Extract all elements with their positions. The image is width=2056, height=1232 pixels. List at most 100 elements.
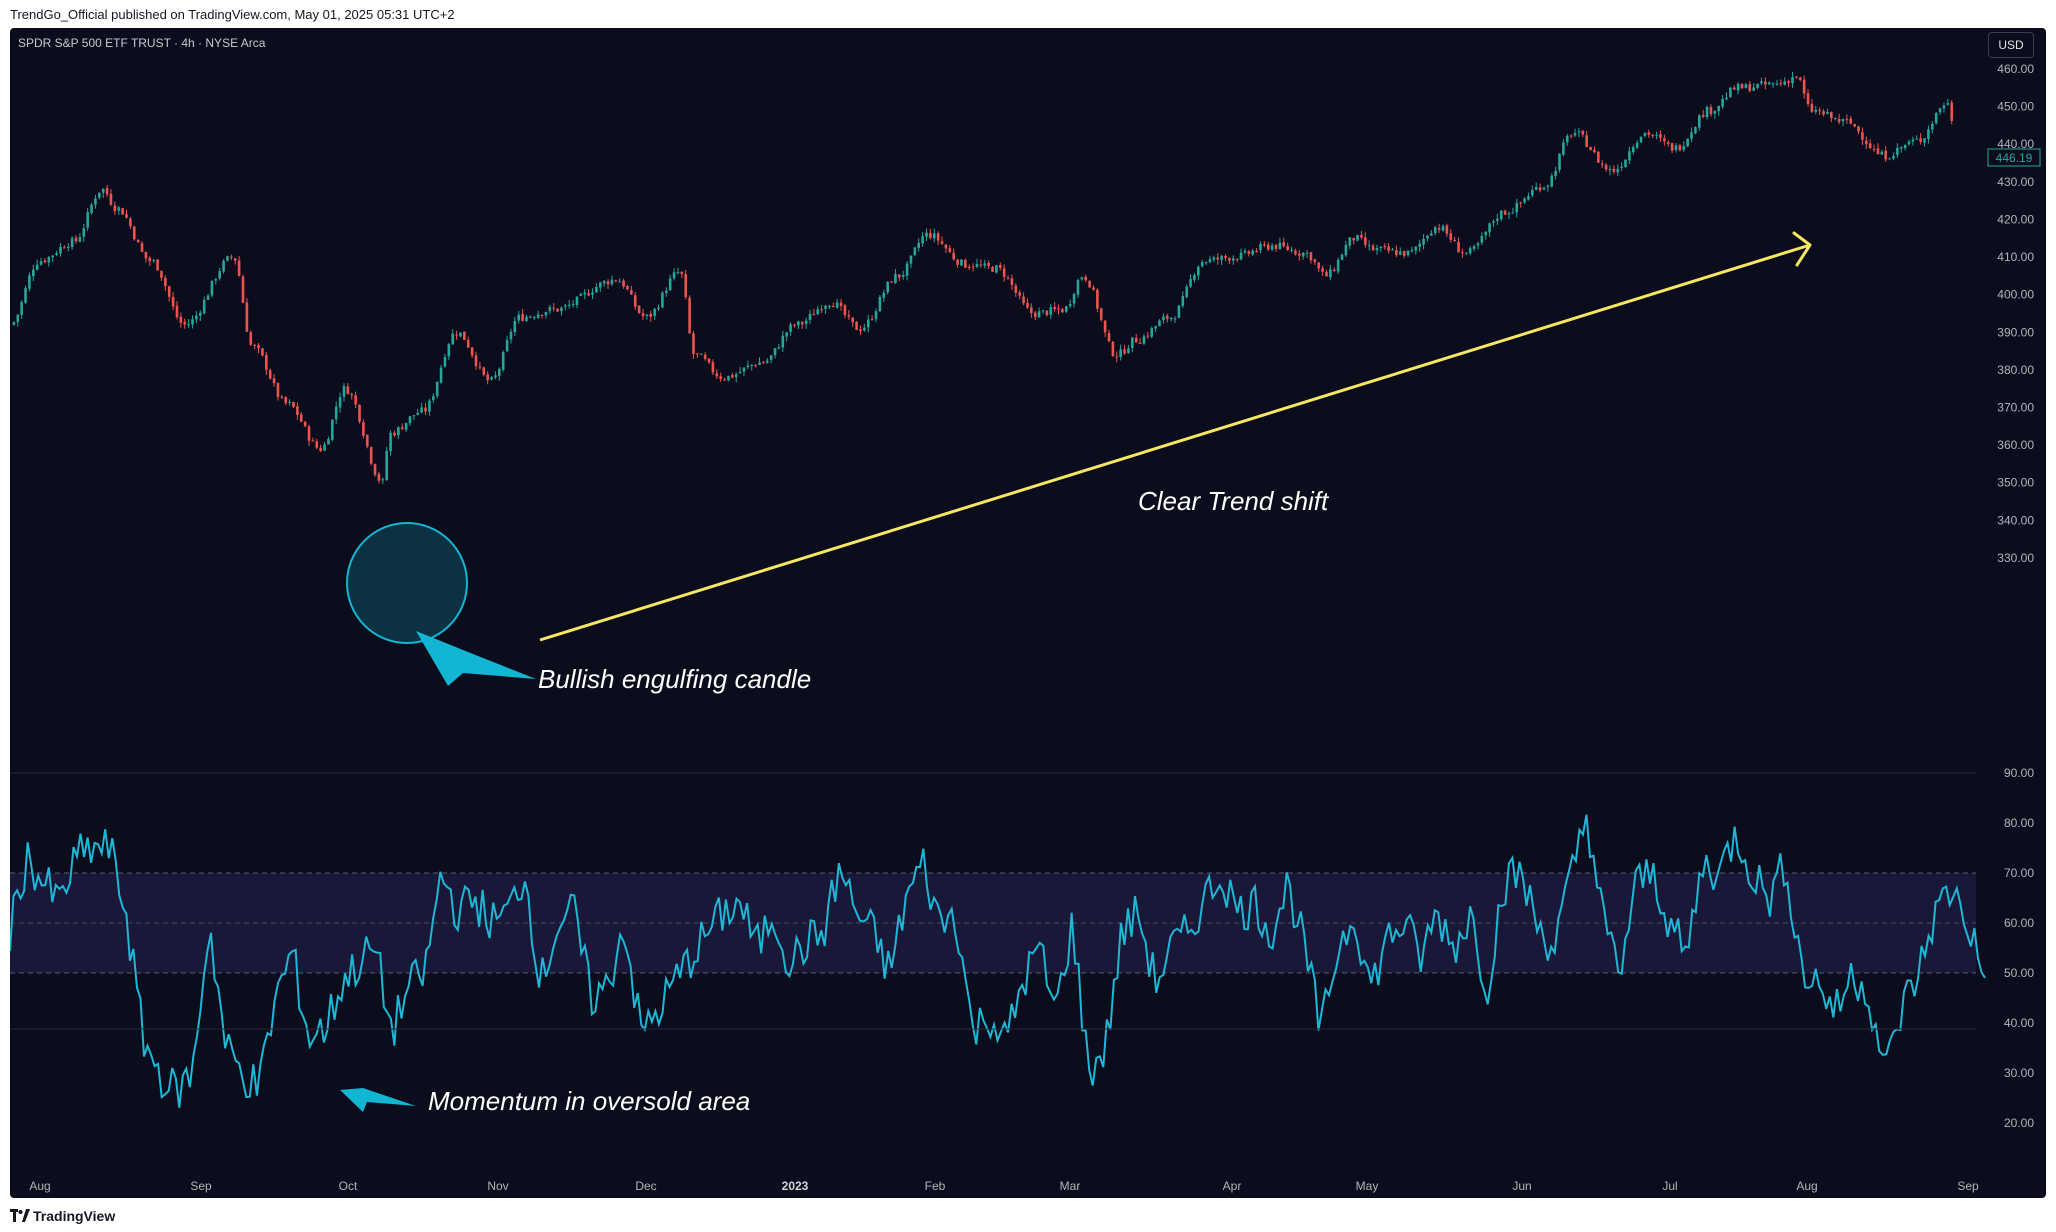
candle [1313, 258, 1317, 266]
candle [1888, 157, 1891, 160]
candle-body [820, 309, 823, 311]
candle [1628, 146, 1631, 165]
candle [719, 372, 722, 382]
candle [117, 206, 121, 215]
candle-body [1864, 140, 1868, 145]
bullish-engulfing-highlight[interactable] [346, 522, 536, 686]
candle-body [672, 272, 676, 279]
candle [1282, 237, 1286, 248]
candle [1923, 138, 1926, 147]
candle-body [338, 397, 342, 408]
candle [1938, 107, 1942, 115]
candle [187, 319, 190, 329]
candle-body [1717, 105, 1721, 112]
chart-canvas[interactable]: 460.00 450.00 440.00 430.00 420.00 410.00 400.… [10, 28, 2046, 1198]
trend-arrow[interactable] [539, 231, 1812, 642]
candle-body [1604, 164, 1608, 170]
currency-button[interactable]: USD [1988, 32, 2034, 58]
candle [575, 296, 579, 309]
candle-body [1600, 163, 1604, 165]
candle-body [1375, 247, 1379, 251]
candle [1224, 254, 1227, 261]
candle-body [1585, 135, 1588, 148]
candle [210, 280, 214, 298]
candle-body [1235, 258, 1239, 260]
candle-body [350, 394, 354, 396]
chart-area[interactable]: 460.00 450.00 440.00 430.00 420.00 410.00 400.… [10, 28, 2046, 1198]
candle-body [1694, 127, 1697, 134]
candle-body [998, 264, 1002, 268]
candle [160, 270, 163, 281]
candle [435, 381, 439, 399]
candle [206, 293, 210, 301]
candle-body [1142, 336, 1146, 344]
candle-body [556, 308, 559, 312]
candle-body [1888, 158, 1891, 160]
candle-body [136, 239, 140, 243]
candle-body [1923, 138, 1926, 143]
price-axis[interactable]: 460.00 450.00 440.00 430.00 420.00 410.00 400.… [1997, 62, 2034, 565]
candle-body [665, 290, 668, 294]
candle-body [261, 348, 264, 356]
candle [1014, 283, 1018, 297]
candle [979, 259, 983, 268]
candle-body [1445, 225, 1449, 234]
candle-body [991, 266, 994, 272]
candle [1822, 109, 1825, 117]
candle [1266, 241, 1270, 252]
candle-body [1628, 151, 1631, 161]
candle [1457, 237, 1460, 253]
candle-body [1096, 289, 1099, 309]
candle [1682, 141, 1686, 152]
candle [1666, 140, 1670, 147]
candle-body [1907, 141, 1911, 145]
candle [1872, 144, 1876, 153]
candle-body [1352, 237, 1355, 241]
candle [1294, 248, 1297, 256]
candle-body [913, 247, 917, 256]
candle-body [1798, 77, 1802, 80]
candle [1216, 253, 1220, 265]
candle [1492, 219, 1495, 227]
rsi-axis[interactable]: 90.00 80.00 70.00 60.00 50.00 40.00 30.00 20.00 [2004, 766, 2034, 1130]
candle [1352, 237, 1355, 245]
candle [171, 292, 175, 311]
highlight-circle [346, 522, 468, 644]
candle [494, 371, 497, 380]
candle-body [641, 313, 645, 317]
candle [1061, 307, 1064, 313]
candle [1651, 134, 1655, 139]
price-pane[interactable]: 460.00 450.00 440.00 430.00 420.00 410.00 400.… [12, 62, 2041, 565]
candle-body [32, 269, 35, 277]
candle [769, 354, 773, 364]
candle [1103, 320, 1107, 337]
candle-body [311, 440, 315, 442]
candle-body [241, 276, 245, 303]
candle-body [598, 282, 602, 288]
candle-body [1263, 244, 1266, 246]
candle-body [1426, 235, 1429, 239]
candle [1068, 299, 1072, 309]
candle [929, 228, 932, 240]
rsi-pane[interactable]: 90.00 80.00 70.00 60.00 50.00 40.00 30.00 20.00 [10, 766, 2034, 1130]
candle-body [738, 371, 742, 374]
candle [1795, 76, 1798, 79]
candle-body [505, 339, 509, 352]
candle [1787, 79, 1790, 88]
candle-body [342, 386, 346, 397]
candle [1119, 344, 1122, 361]
candle-body [1127, 348, 1130, 354]
candle-body [587, 293, 590, 296]
candle [606, 279, 610, 289]
candle-body [1030, 307, 1033, 314]
candle [1802, 75, 1806, 99]
candle [257, 342, 260, 354]
candle-body [373, 464, 377, 475]
candle [839, 298, 843, 311]
candle [1647, 129, 1651, 138]
candle-body [1880, 151, 1884, 155]
time-axis[interactable]: Aug Sep Oct Nov Dec 2023 Feb Mar Apr May Jun Jul Aug… [29, 1179, 1979, 1193]
candle [1915, 135, 1919, 140]
candle-body [1678, 145, 1682, 151]
candle-body [187, 324, 190, 326]
